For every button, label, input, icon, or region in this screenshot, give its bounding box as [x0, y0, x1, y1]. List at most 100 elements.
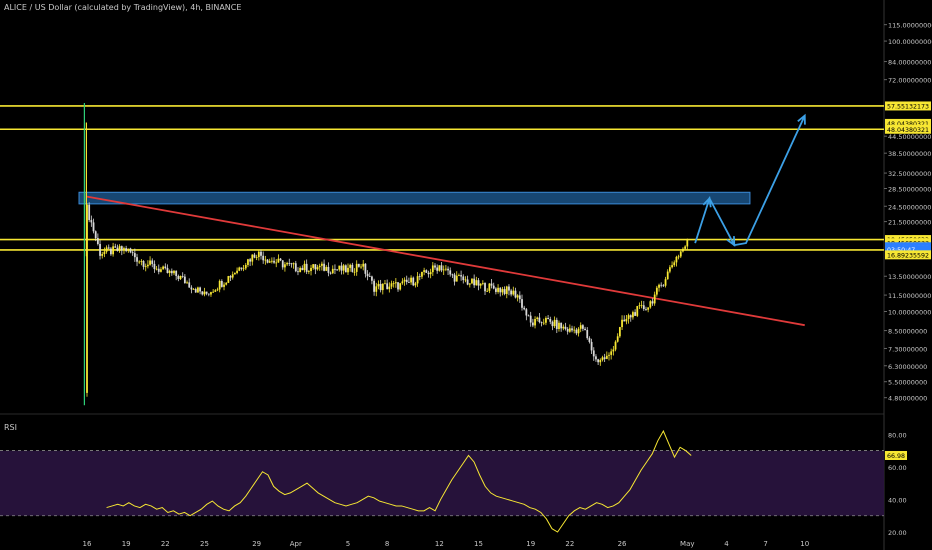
candle-body — [632, 312, 634, 318]
candle-body — [686, 240, 689, 247]
candle-body — [438, 265, 441, 271]
candle-body — [614, 341, 617, 350]
candle-body — [666, 271, 669, 280]
candle-body — [351, 264, 354, 272]
candle-body — [518, 295, 521, 300]
candle-body — [627, 315, 630, 319]
candle-body — [434, 265, 436, 268]
candle-body — [647, 307, 650, 310]
candle-body — [536, 317, 539, 320]
candle-body — [353, 271, 356, 273]
candle-body — [247, 259, 249, 265]
candle-body — [327, 266, 330, 273]
candle-body — [297, 271, 299, 273]
candle-body — [131, 252, 134, 254]
candle-body — [492, 285, 495, 289]
candle-body — [275, 262, 278, 264]
candle-body — [260, 251, 262, 256]
time-tick-label: 7 — [763, 540, 767, 548]
candle-body — [616, 336, 619, 342]
candle-body — [197, 287, 199, 293]
candle-body — [516, 295, 519, 298]
candle-body — [403, 279, 406, 282]
candle-body — [155, 268, 158, 270]
candle-body — [379, 283, 382, 291]
candle-body — [127, 248, 130, 251]
candle-body — [488, 283, 491, 291]
candle-body — [149, 260, 151, 265]
candle-body — [136, 257, 138, 262]
price-tick-label: 38.50000000 — [888, 150, 931, 158]
candle-body — [418, 276, 421, 277]
candle-body — [381, 283, 384, 291]
candle-body — [120, 246, 123, 251]
time-tick-label: May — [680, 540, 694, 548]
candle-body — [103, 251, 106, 255]
rsi-tick-label: 40.00 — [888, 496, 907, 504]
candle-body — [545, 317, 547, 323]
candle-body — [229, 276, 232, 278]
candle-body — [273, 260, 275, 263]
candle-body — [325, 266, 328, 271]
candle-body — [175, 270, 178, 276]
rsi-line — [106, 429, 692, 533]
candle-body — [223, 284, 225, 287]
candle-body — [508, 286, 510, 291]
candle-body — [682, 248, 684, 252]
time-tick-label: 12 — [435, 540, 444, 548]
price-tick-label: 8.50000000 — [888, 328, 927, 336]
time-tick-label: 16 — [83, 540, 92, 548]
candle-body — [523, 307, 526, 310]
candle-body — [338, 265, 341, 270]
time-tick-label: 22 — [565, 540, 574, 548]
candle-body — [290, 263, 293, 265]
candle-body — [597, 359, 600, 363]
candle-body — [501, 289, 504, 293]
candle-body — [331, 268, 334, 274]
candle-body — [347, 267, 349, 273]
candle-body — [640, 305, 643, 307]
candle-body — [344, 265, 347, 273]
candle-body — [307, 271, 310, 272]
candle-body — [655, 287, 658, 295]
candle-body — [257, 251, 260, 258]
candle-body — [336, 269, 339, 271]
candle-body — [242, 268, 245, 270]
candle-body — [425, 270, 428, 273]
candle-body — [323, 263, 325, 271]
candle-body — [90, 220, 93, 223]
candle-body — [140, 261, 143, 262]
candle-body — [671, 265, 673, 268]
candle-body — [542, 322, 545, 324]
price-tag: 48.04380321 — [885, 124, 931, 134]
candle-body — [268, 261, 271, 263]
price-tag-bg — [885, 101, 931, 111]
candle-body — [225, 282, 228, 285]
candle-body — [214, 290, 217, 292]
candle-body — [114, 246, 117, 248]
candle-body — [551, 321, 554, 327]
candle-body — [534, 319, 536, 326]
candle-body — [277, 258, 280, 263]
price-tag-label: 57.55132173 — [887, 103, 929, 110]
price-tick-label: 4.80000000 — [888, 395, 927, 403]
candle-body — [179, 276, 182, 279]
candle-body — [92, 222, 95, 232]
candle-body — [371, 276, 373, 281]
candle-body — [477, 280, 480, 286]
candle-body — [486, 290, 489, 292]
time-tick-label: 26 — [618, 540, 627, 548]
candle-body — [181, 276, 184, 277]
candle-body — [401, 281, 404, 284]
candle-body — [451, 274, 454, 276]
candle-body — [484, 283, 486, 292]
candle-body — [466, 279, 469, 285]
candle-body — [334, 268, 336, 270]
candle-body — [447, 268, 449, 271]
candle-body — [599, 359, 602, 363]
candle-body — [249, 259, 252, 262]
candle-body — [605, 355, 608, 359]
candle-body — [590, 341, 593, 351]
candle-body — [375, 286, 378, 292]
